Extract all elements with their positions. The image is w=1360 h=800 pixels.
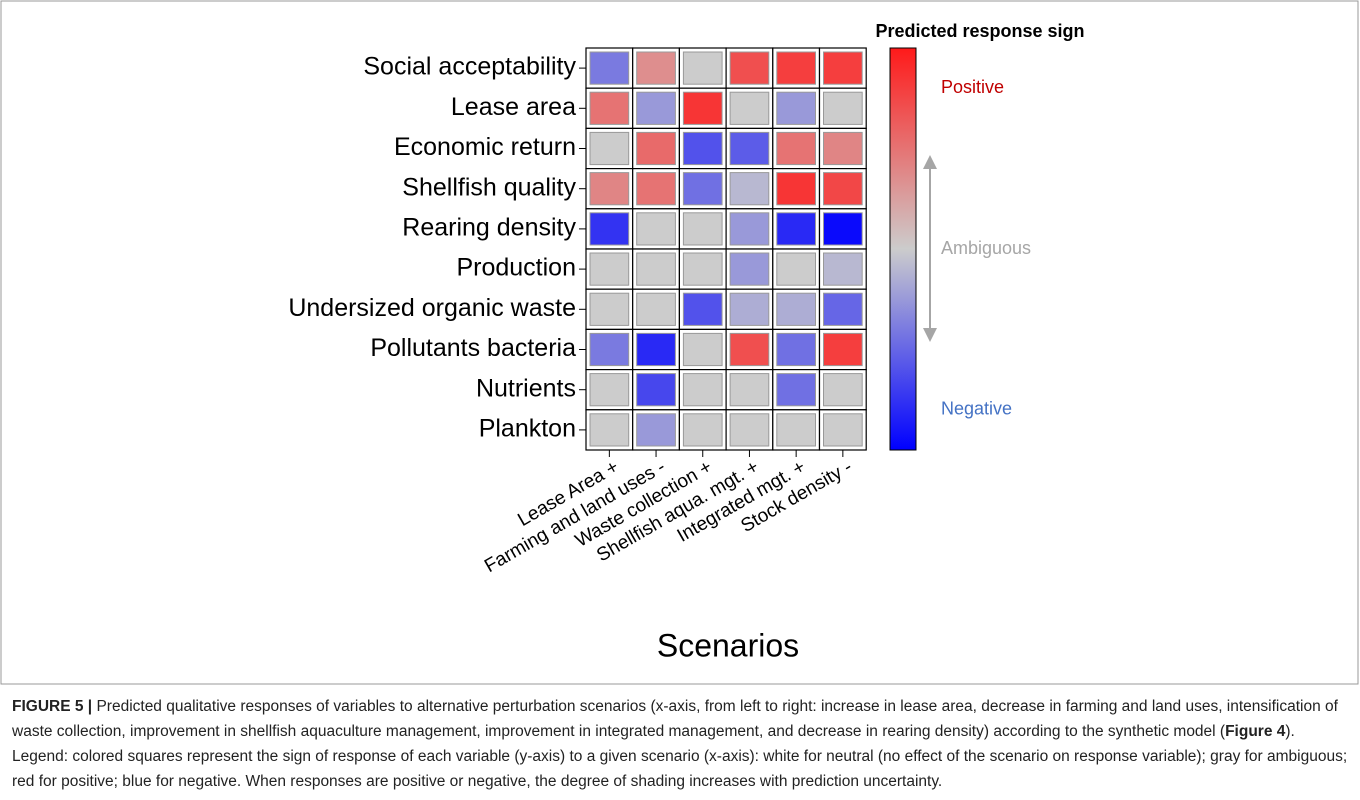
cell	[823, 413, 863, 447]
cell	[682, 373, 723, 407]
cell	[636, 212, 676, 246]
figure: Scenarios Predicted response sign Social…	[0, 0, 1359, 685]
y-tick-label: Shellfish quality	[402, 173, 576, 201]
cell	[589, 252, 630, 286]
cell	[823, 131, 863, 166]
cell	[589, 212, 630, 246]
cell	[682, 413, 723, 447]
cell	[729, 413, 770, 447]
cell	[589, 292, 630, 326]
cell	[776, 373, 816, 407]
cell	[589, 91, 630, 125]
cell	[636, 51, 676, 85]
cell	[729, 212, 770, 246]
cell	[682, 212, 723, 246]
cell	[776, 212, 816, 246]
cell	[776, 131, 816, 166]
caption-text: ). Legend: colored squares represent the…	[12, 723, 1348, 790]
cell	[589, 172, 630, 206]
cell	[682, 91, 723, 125]
cell	[589, 413, 630, 447]
colorbar-label: Ambiguous	[941, 238, 1031, 258]
cell	[636, 373, 676, 407]
cell	[636, 91, 676, 125]
colorbar	[889, 47, 917, 451]
y-tick-label: Undersized organic waste	[288, 294, 576, 322]
cell	[776, 172, 816, 206]
cell	[589, 51, 630, 85]
cell	[682, 332, 723, 367]
cell	[823, 332, 863, 367]
cell	[729, 51, 770, 85]
cell	[823, 373, 863, 407]
cell	[823, 252, 863, 286]
cell	[729, 131, 770, 166]
cell	[682, 292, 723, 326]
cell	[589, 373, 630, 407]
colorbar-title: Predicted response sign	[875, 21, 1084, 41]
cell	[776, 91, 816, 125]
y-tick-label: Lease area	[451, 93, 576, 121]
cell	[823, 51, 863, 85]
cell	[776, 51, 816, 85]
cell	[682, 51, 723, 85]
cell	[682, 172, 723, 206]
cell	[823, 212, 863, 246]
cell	[729, 332, 770, 367]
x-axis-label: Scenarios	[657, 627, 799, 663]
cell	[729, 172, 770, 206]
cell	[636, 131, 676, 166]
cell	[729, 373, 770, 407]
y-tick-label: Plankton	[479, 415, 576, 443]
y-tick-label: Nutrients	[476, 374, 576, 402]
cell	[682, 252, 723, 286]
cell	[589, 332, 630, 367]
cell	[776, 252, 816, 286]
cell	[776, 413, 816, 447]
cell	[589, 131, 630, 166]
caption-ref: Figure 4	[1225, 723, 1286, 740]
y-tick-label: Production	[456, 254, 576, 282]
cell	[636, 413, 676, 447]
caption-label: FIGURE 5 |	[12, 698, 93, 715]
caption-text: Predicted qualitative responses of varia…	[12, 698, 1338, 740]
cell	[776, 292, 816, 326]
caption: FIGURE 5 | Predicted qualitative respons…	[12, 694, 1348, 794]
cell	[682, 131, 723, 166]
cell	[823, 91, 863, 125]
y-tick-label: Rearing density	[402, 214, 576, 242]
y-tick-label: Pollutants bacteria	[370, 334, 576, 362]
cell	[823, 172, 863, 206]
y-tick-label: Social acceptability	[363, 53, 576, 81]
cell	[636, 172, 676, 206]
cell	[776, 332, 816, 367]
colorbar-label: Positive	[941, 77, 1004, 97]
cell	[729, 91, 770, 125]
colorbar-label: Negative	[941, 399, 1012, 419]
cell	[729, 292, 770, 326]
y-tick-label: Economic return	[394, 133, 576, 161]
figure-border	[0, 0, 1359, 685]
cell	[636, 292, 676, 326]
cell	[823, 292, 863, 326]
cell	[636, 252, 676, 286]
cell	[729, 252, 770, 286]
cell	[636, 332, 676, 367]
